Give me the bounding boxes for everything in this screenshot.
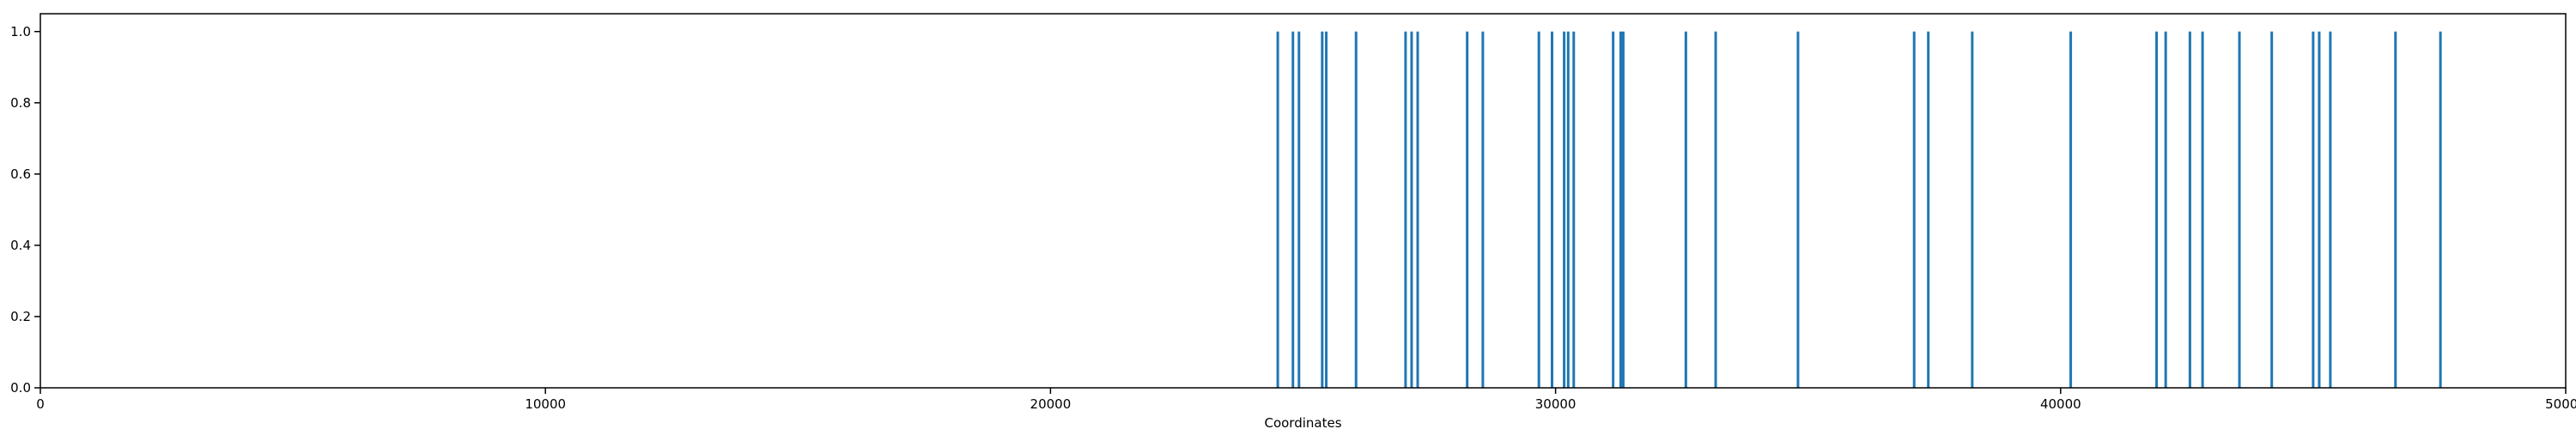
x-tick-label: 0 xyxy=(36,396,45,412)
x-tick-label: 30000 xyxy=(1535,396,1577,412)
plot-background xyxy=(40,14,2566,388)
plot-frame xyxy=(39,13,2567,389)
y-tick-label: 1.0 xyxy=(10,24,31,39)
x-axis-label: Coordinates xyxy=(1264,415,1341,429)
bar-marks xyxy=(1276,31,2442,388)
x-tick-label: 20000 xyxy=(1030,396,1072,412)
y-tick-label: 0.0 xyxy=(10,380,31,396)
y-tick-label: 0.4 xyxy=(10,238,31,253)
y-tick-label: 0.8 xyxy=(10,95,31,111)
x-tick-label: 10000 xyxy=(525,396,566,412)
plot-area xyxy=(40,14,2566,388)
y-tick-label: 0.2 xyxy=(10,309,31,324)
x-tick-label: 40000 xyxy=(2040,396,2081,412)
y-tick-label: 0.6 xyxy=(10,166,31,182)
